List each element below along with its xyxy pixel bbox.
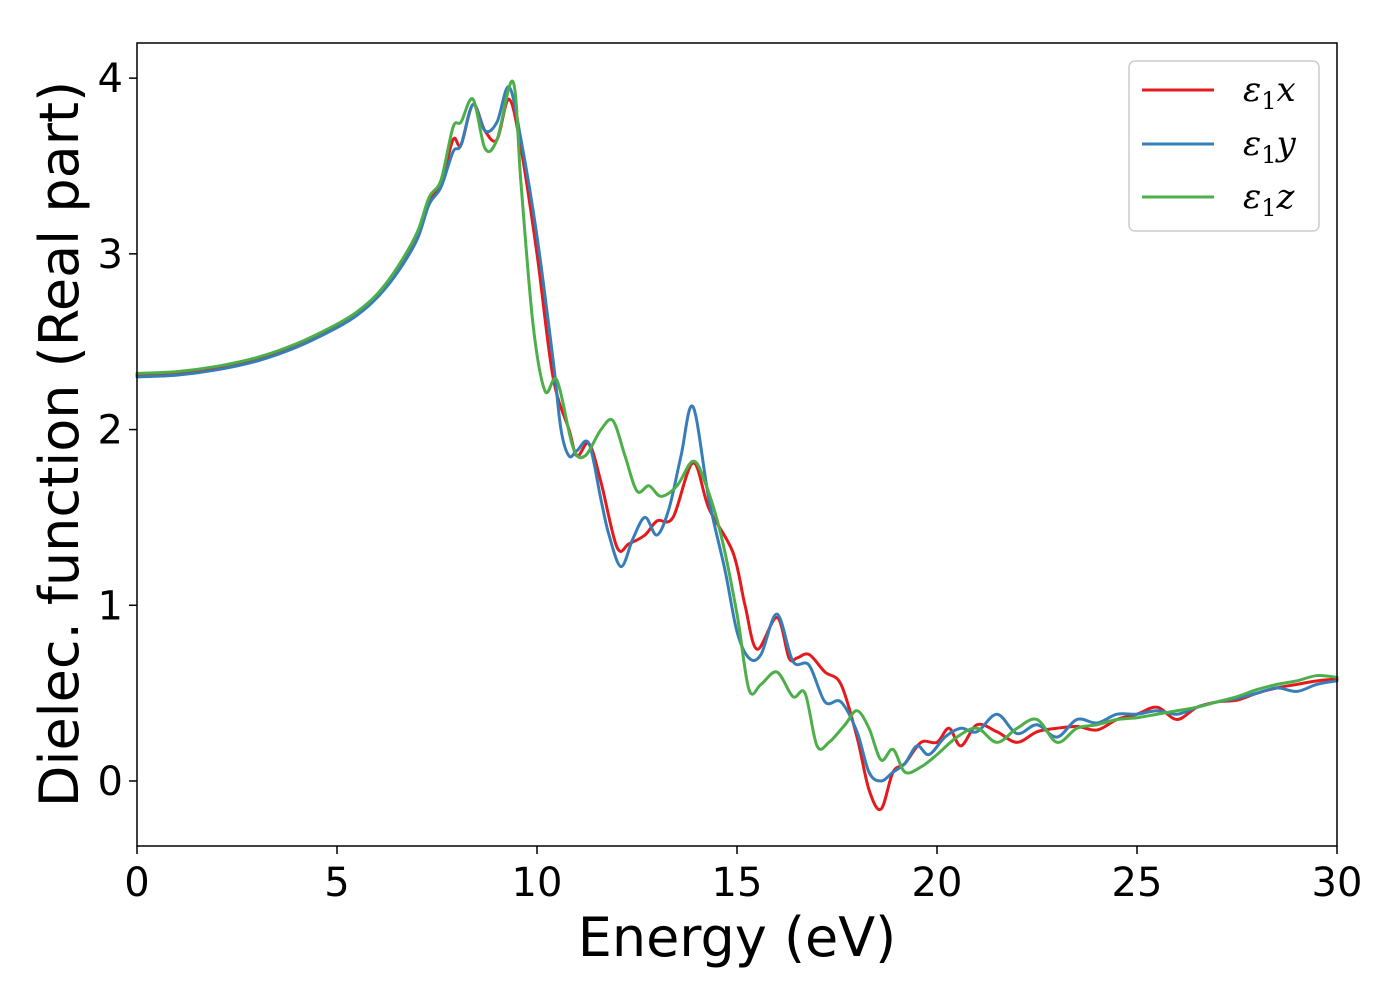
legend-label-e1x-main: ε <box>1243 70 1261 110</box>
x-tick-label: 25 <box>1112 860 1163 906</box>
legend-label-e1y-sub: 1 <box>1261 141 1276 169</box>
legend: ε1x ε1y ε1z <box>1128 60 1320 232</box>
legend-label-e1x-sub: 1 <box>1261 87 1276 115</box>
y-axis: 0 1 2 3 4 <box>98 56 137 805</box>
y-tick-label: 2 <box>98 408 123 454</box>
series-line-z <box>135 79 1339 775</box>
x-tick-label: 5 <box>324 860 349 906</box>
legend-label-e1z-main: ε <box>1243 177 1261 217</box>
y-tick-label: 1 <box>98 583 123 629</box>
x-axis: 0 5 10 15 20 25 30 <box>124 846 1362 906</box>
y-tick-label: 0 <box>98 759 123 805</box>
y-tick-label: 3 <box>98 232 123 278</box>
legend-label-e1x: ε1x <box>1243 70 1296 115</box>
x-tick-label: 20 <box>912 860 963 906</box>
legend-box <box>1128 60 1320 232</box>
series-line-y <box>135 85 1339 783</box>
legend-label-e1x-suffix: x <box>1277 70 1296 110</box>
x-tick-label: 30 <box>1312 860 1363 906</box>
y-axis-title: Dielec. function (Real part) <box>28 81 91 807</box>
legend-label-e1z-sub: 1 <box>1261 194 1276 222</box>
legend-label-e1y-main: ε <box>1243 124 1261 164</box>
legend-label-e1y-suffix: y <box>1275 124 1297 164</box>
legend-label-e1y: ε1y <box>1243 124 1297 169</box>
x-axis-title: Energy (eV) <box>578 906 897 969</box>
x-tick-label: 0 <box>124 860 149 906</box>
series-layer <box>135 79 1339 812</box>
legend-label-e1z-suffix: z <box>1276 177 1296 217</box>
legend-label-e1z: ε1z <box>1243 177 1296 222</box>
x-tick-label: 15 <box>712 860 763 906</box>
y-tick-label: 4 <box>98 56 123 102</box>
x-tick-label: 10 <box>512 860 563 906</box>
